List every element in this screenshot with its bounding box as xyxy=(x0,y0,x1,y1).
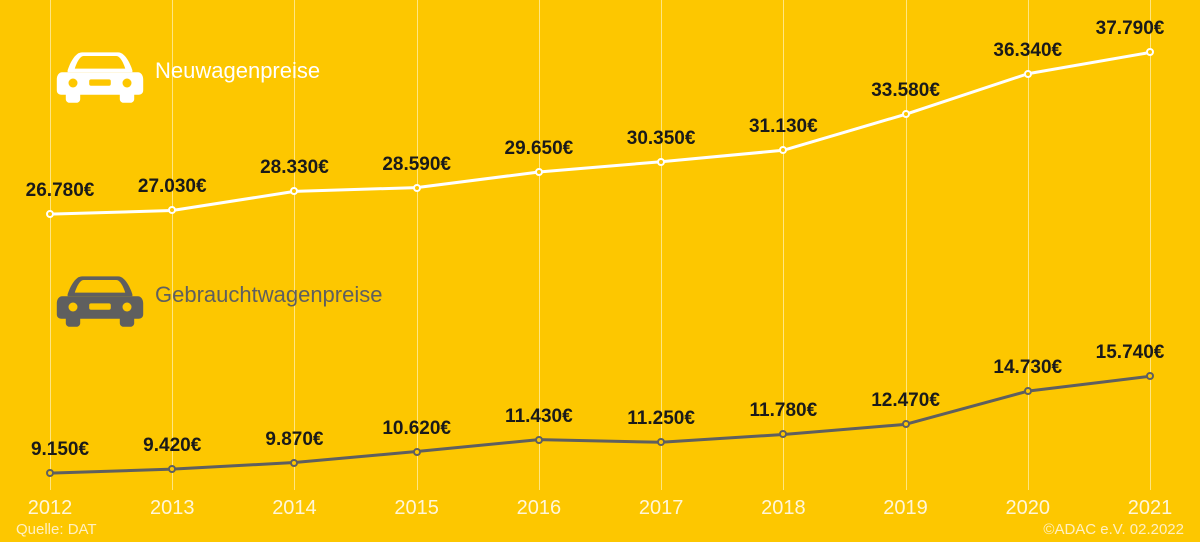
gridline xyxy=(906,0,907,490)
car-price-chart: 2012 2013 2014 2015 2016 2017 2018 2019 2020 2021… xyxy=(0,0,1200,542)
data-point xyxy=(535,168,543,176)
data-label: 36.340€ xyxy=(993,40,1062,62)
data-point xyxy=(290,187,298,195)
x-axis-label: 2017 xyxy=(639,497,684,520)
data-label: 29.650€ xyxy=(505,138,574,160)
data-label: 12.470€ xyxy=(871,390,940,412)
data-point xyxy=(779,430,787,438)
data-point xyxy=(168,206,176,214)
x-axis-label: 2020 xyxy=(1006,497,1051,520)
data-label: 31.130€ xyxy=(749,116,818,138)
data-point xyxy=(657,438,665,446)
x-axis-label: 2014 xyxy=(272,497,317,520)
data-point xyxy=(46,210,54,218)
source-label: Quelle: DAT xyxy=(16,521,97,538)
data-label: 15.740€ xyxy=(1096,342,1165,364)
data-label: 10.620€ xyxy=(382,418,451,440)
data-point xyxy=(657,158,665,166)
data-label: 14.730€ xyxy=(993,357,1062,379)
copyright-label: ©ADAC e.V. 02.2022 xyxy=(1043,521,1184,538)
data-label: 30.350€ xyxy=(627,128,696,150)
new-car-icon xyxy=(55,45,145,108)
series-line-1 xyxy=(50,376,1150,473)
x-axis-label: 2019 xyxy=(883,497,928,520)
x-axis-label: 2012 xyxy=(28,497,73,520)
data-point xyxy=(779,146,787,154)
data-label: 11.780€ xyxy=(750,400,818,422)
car-icon xyxy=(55,45,145,103)
data-label: 11.250€ xyxy=(627,408,695,430)
gridline xyxy=(50,0,51,490)
data-label: 28.590€ xyxy=(382,154,451,176)
x-axis-label: 2013 xyxy=(150,497,195,520)
data-label: 37.790€ xyxy=(1096,18,1165,40)
data-label: 33.580€ xyxy=(871,80,940,102)
x-axis-label: 2018 xyxy=(761,497,806,520)
used-car-icon xyxy=(55,269,145,332)
data-point xyxy=(413,448,421,456)
data-label: 9.420€ xyxy=(143,435,201,457)
car-icon xyxy=(55,269,145,327)
data-point xyxy=(1024,387,1032,395)
data-point xyxy=(902,110,910,118)
data-point xyxy=(46,469,54,477)
data-label: 26.780€ xyxy=(26,180,95,202)
gridline xyxy=(1150,0,1151,490)
data-point xyxy=(535,436,543,444)
data-label: 28.330€ xyxy=(260,157,329,179)
data-point xyxy=(1024,70,1032,78)
data-point xyxy=(413,184,421,192)
data-label: 9.150€ xyxy=(31,439,89,461)
data-label: 11.430€ xyxy=(505,406,573,428)
data-label: 27.030€ xyxy=(138,176,207,198)
x-axis-label: 2016 xyxy=(517,497,562,520)
data-point xyxy=(1146,48,1154,56)
data-point xyxy=(290,459,298,467)
data-point xyxy=(1146,372,1154,380)
data-point xyxy=(168,465,176,473)
x-axis-label: 2015 xyxy=(394,497,439,520)
data-point xyxy=(902,420,910,428)
legend-new-cars: Neuwagenpreise xyxy=(155,58,320,84)
x-axis-label: 2021 xyxy=(1128,497,1173,520)
legend-used-cars: Gebrauchtwagenpreise xyxy=(155,282,382,308)
gridline xyxy=(417,0,418,490)
data-label: 9.870€ xyxy=(265,429,323,451)
